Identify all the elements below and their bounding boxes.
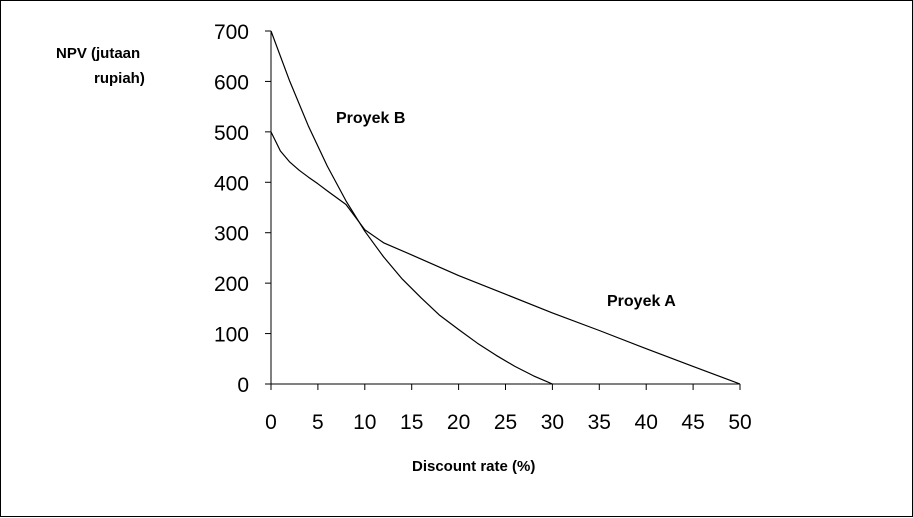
series-labels: Proyek B Proyek A (336, 110, 676, 310)
y-tick-label: 600 (214, 71, 249, 94)
y-tick-label: 0 (237, 374, 249, 397)
x-tick-label: 35 (588, 411, 611, 434)
x-tick-label: 5 (312, 411, 324, 434)
series-label-proyek-a: Proyek A (607, 293, 676, 310)
y-axis-ticks: 0 100 200 300 400 500 600 700 (214, 21, 271, 397)
series-line-proyek-b (270, 30, 553, 385)
x-axis-title: Discount rate (%) (412, 458, 535, 475)
x-tick-label: 30 (541, 411, 564, 434)
x-tick-label: 50 (728, 411, 751, 434)
x-tick-label: 25 (494, 411, 517, 434)
y-tick-label: 500 (214, 122, 249, 145)
series-lines (270, 30, 741, 385)
x-tick-label: 0 (265, 411, 277, 434)
x-tick-label: 20 (447, 411, 470, 434)
axes (270, 31, 740, 385)
y-tick-label: 100 (214, 324, 249, 347)
y-axis-title-line-2: rupiah) (94, 70, 145, 87)
y-tick-label: 300 (214, 223, 249, 246)
y-axis-title-line-1: NPV (jutaan (56, 45, 140, 62)
x-tick-label: 15 (400, 411, 423, 434)
series-label-proyek-b: Proyek B (336, 110, 405, 127)
y-tick-label: 700 (214, 21, 249, 44)
x-axis-ticks: 0 5 10 15 20 25 30 35 40 45 50 (265, 384, 752, 434)
x-tick-label: 10 (353, 411, 376, 434)
series-line-proyek-a (270, 131, 741, 385)
x-tick-label: 40 (635, 411, 658, 434)
y-tick-label: 400 (214, 172, 249, 195)
y-tick-label: 200 (214, 273, 249, 296)
x-tick-label: 45 (681, 411, 704, 434)
